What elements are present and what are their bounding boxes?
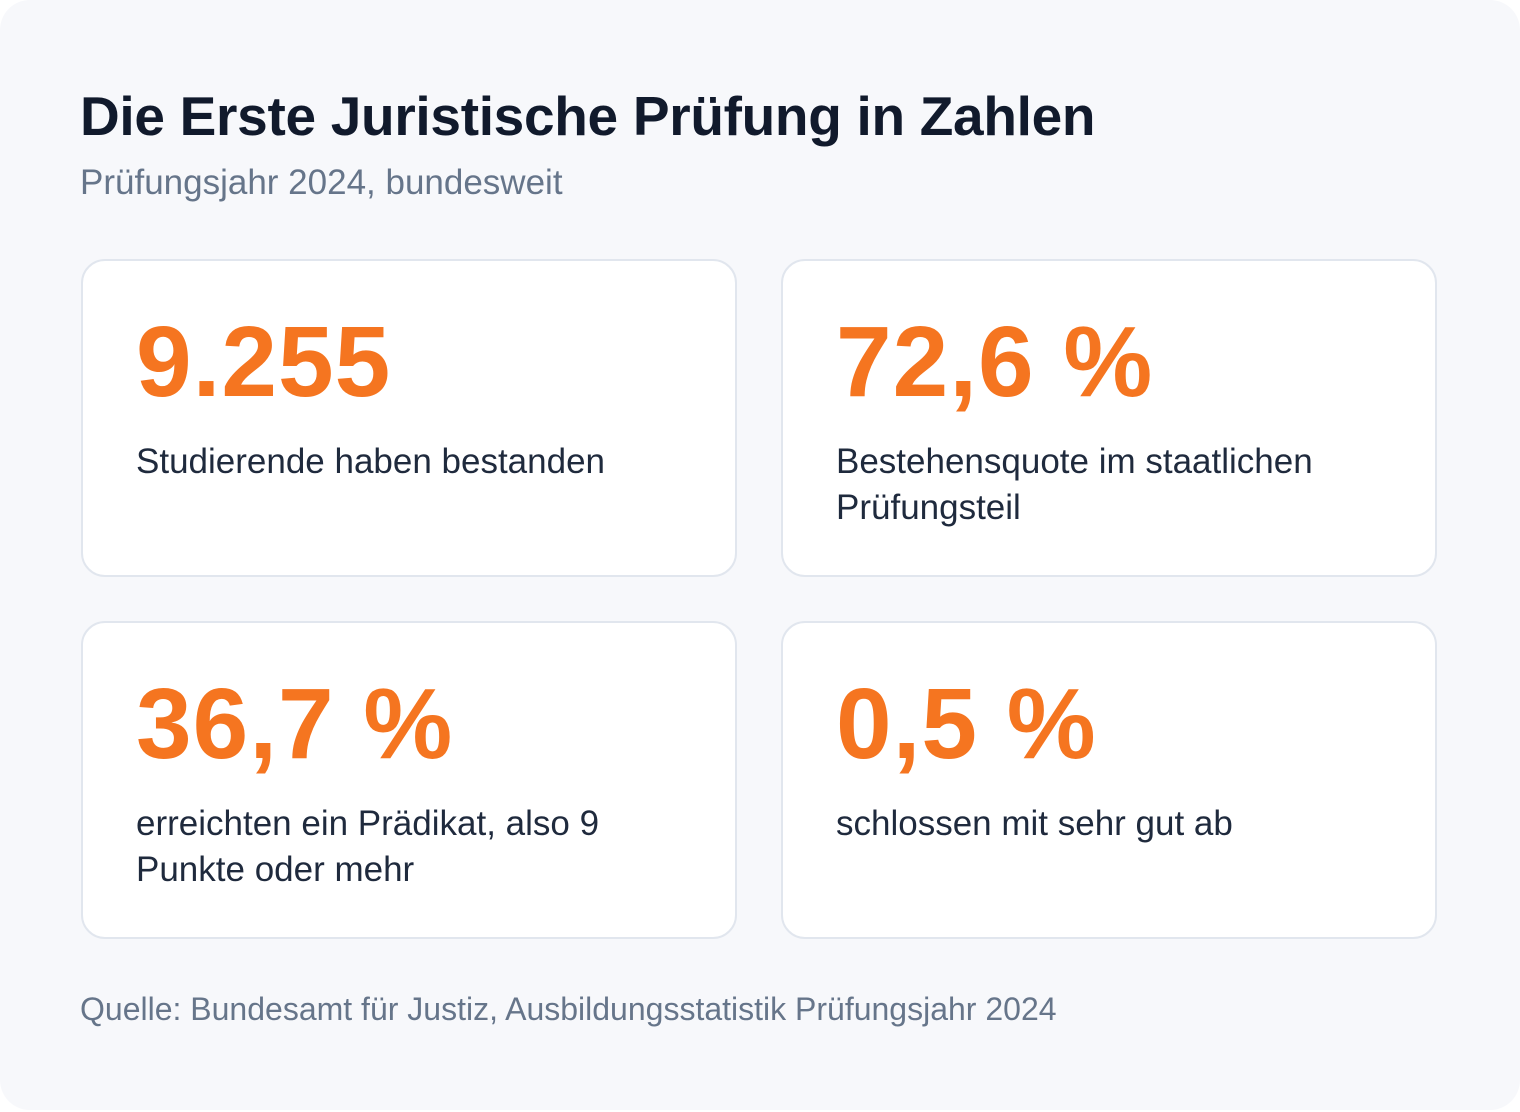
stat-value: 36,7 % bbox=[136, 668, 454, 780]
stat-value: 0,5 % bbox=[836, 668, 1097, 780]
stat-value: 9.255 bbox=[136, 306, 392, 418]
page-title: Die Erste Juristische Prüfung in Zahlen bbox=[80, 85, 1096, 147]
stat-value: 72,6 % bbox=[836, 306, 1154, 418]
page-subtitle: Prüfungsjahr 2024, bundesweit bbox=[80, 163, 563, 202]
stat-label: Bestehensquote im staatlichen Prüfungste… bbox=[836, 442, 1313, 527]
stat-label: schlossen mit sehr gut ab bbox=[836, 804, 1233, 843]
stat-card-predicate: 36,7 % erreichten ein Prädikat, also 9 P… bbox=[81, 621, 737, 939]
stat-label: erreichten ein Prädikat, also 9 Punkte o… bbox=[136, 804, 600, 889]
stat-card-passed: 9.255 Studierende haben bestanden bbox=[81, 259, 737, 577]
stat-card-pass-rate: 72,6 % Bestehensquote im staatlichen Prü… bbox=[781, 259, 1437, 577]
stat-label: Studierende haben bestanden bbox=[136, 442, 606, 481]
stat-card-very-good: 0,5 % schlossen mit sehr gut ab bbox=[781, 621, 1437, 939]
source-note: Quelle: Bundesamt für Justiz, Ausbildung… bbox=[80, 991, 1057, 1027]
